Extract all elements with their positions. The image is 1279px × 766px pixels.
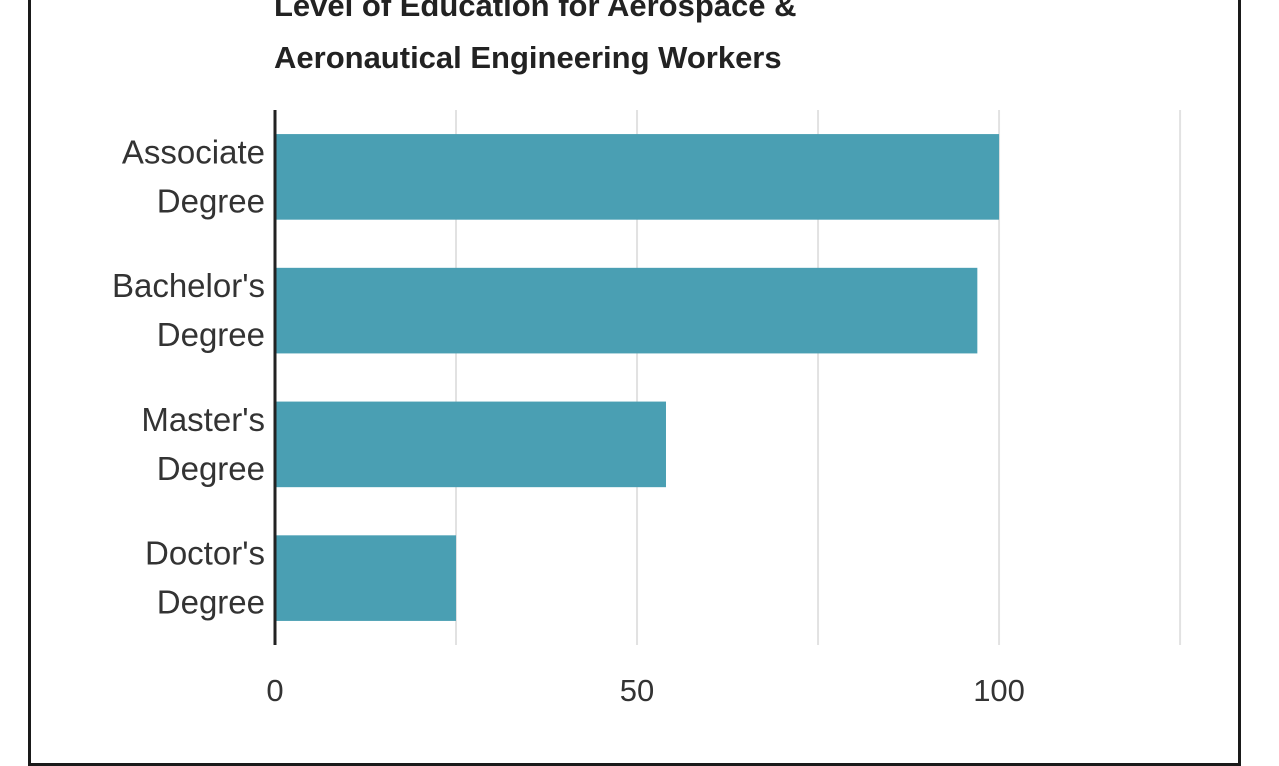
category-label: Degree: [157, 182, 265, 219]
x-tick-label: 50: [620, 673, 654, 708]
category-label: Master's: [141, 401, 265, 438]
x-tick-label: 0: [266, 673, 283, 708]
x-tick-label: 100: [973, 673, 1025, 708]
x-tick-labels: 0 50 100: [266, 673, 1025, 708]
bar: [275, 134, 1000, 220]
category-label: Associate: [122, 133, 265, 170]
category-label: Degree: [157, 450, 265, 487]
bar: [275, 267, 978, 354]
chart-title: Level of Education for Aerospace & Aeron…: [274, 0, 797, 75]
bars: [275, 134, 1000, 621]
category-label: Bachelor's: [112, 267, 265, 304]
category-labels: Associate Degree Bachelor's Degree Master's D…: [112, 133, 265, 620]
bar: [275, 535, 457, 621]
category-label: Degree: [157, 584, 265, 621]
category-label: Doctor's: [145, 535, 265, 572]
chart-frame: [28, 0, 1241, 766]
category-label: Degree: [157, 316, 265, 353]
bar: [275, 401, 666, 488]
